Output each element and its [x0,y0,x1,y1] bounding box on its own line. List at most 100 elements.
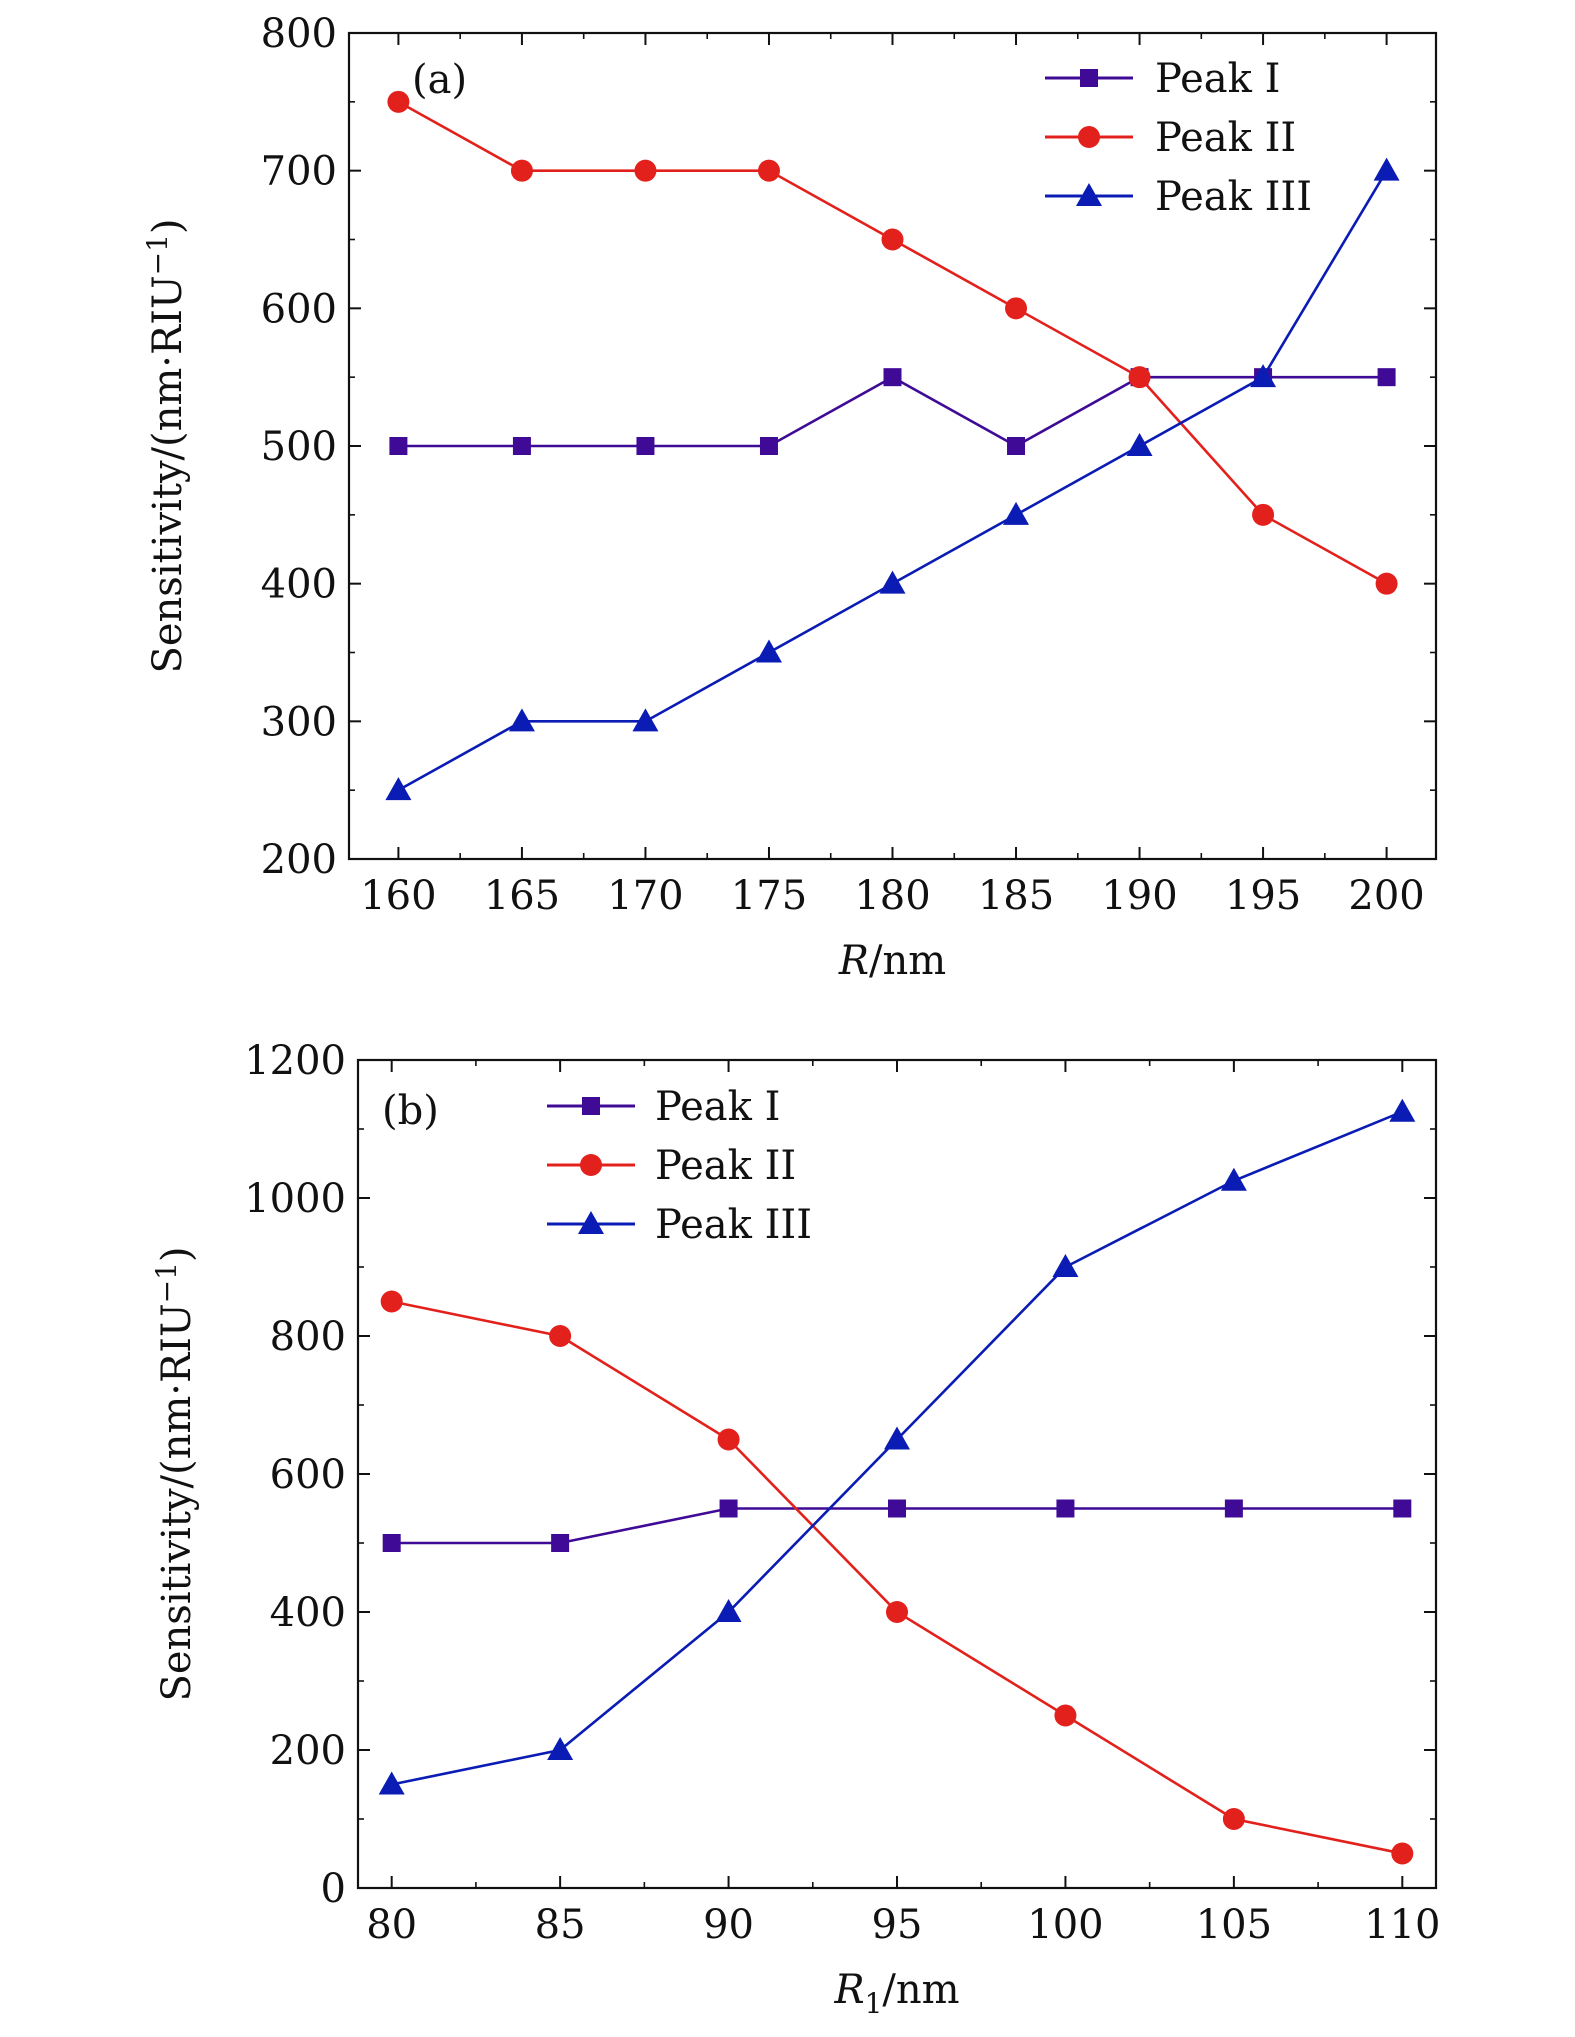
y-axis-title-exponent: −1 [150,1262,183,1303]
x-tick-label: 95 [872,1902,923,1948]
series-peak-i [389,368,1396,455]
x-tick-label: 170 [607,873,683,919]
data-point [1224,1499,1243,1518]
data-point [1375,572,1398,595]
plot-frame [356,1058,1438,1890]
series-line [398,375,1387,448]
panel-label: (a) [412,57,467,103]
data-point [508,708,535,732]
data-point [1250,364,1277,388]
legend-entry: Peak I [547,1084,780,1130]
series-peak-ii [380,1290,1414,1865]
y-tick-label: 800 [270,1314,346,1360]
legend-entry: Peak III [547,1202,812,1248]
legend-marker [1078,126,1100,148]
legend-entry: Peak II [1045,115,1296,161]
series-line [397,169,1388,792]
y-tick-label: 800 [261,11,337,57]
y-tick-label: 1000 [244,1176,346,1222]
data-point [634,159,657,182]
x-tick-label: 80 [366,1902,417,1948]
chart-panel-b: 80 85 90 95 100 105 110 0 200 400 600 800 1000 1200 R1… [150,1038,1440,2020]
legend-marker [580,1154,602,1176]
y-tick-label: 400 [270,1590,346,1636]
x-tick-label: 200 [1348,873,1424,919]
y-tick-label: 200 [261,837,337,883]
data-point [1391,1842,1414,1865]
data-point [632,708,659,732]
y-tick-label: 400 [261,562,337,608]
y-tick-label: 0 [321,1866,346,1912]
legend-marker [582,1097,600,1115]
x-axis-title-symbol: R [838,938,869,984]
data-point [719,1499,738,1518]
x-axis-title-unit: /nm [882,1967,959,2013]
x-tick-label: 90 [703,1902,754,1948]
legend-label: Peak II [655,1143,796,1189]
data-point [757,159,780,182]
data-point [883,368,902,387]
data-point [389,437,408,455]
data-point [1007,437,1026,455]
y-axis-title-main: Sensitivity/(nm·RIU [145,275,191,673]
y-axis-title-exponent: −1 [141,234,174,275]
series-peak-iii [385,157,1400,801]
y-tick-label: 700 [261,149,337,195]
x-tick-label: 85 [535,1902,586,1948]
data-point [879,570,906,594]
data-point [1222,1808,1245,1830]
data-point [549,1325,572,1347]
data-point [1377,368,1396,387]
x-tick-label: 175 [731,873,807,919]
panel-label: (b) [382,1088,439,1134]
legend-label: Peak III [1155,174,1312,220]
legend-marker [578,1211,604,1234]
data-point [385,777,412,801]
data-point [1128,366,1151,389]
data-point [888,1499,906,1518]
data-point [886,1601,908,1623]
y-tick-label: 300 [261,699,337,745]
data-point [1005,297,1028,320]
series-line [391,1300,1403,1855]
x-tick-label: 100 [1027,1902,1103,1948]
x-tick-label: 110 [1364,1902,1440,1948]
data-point [884,1426,910,1450]
y-tick-label: 500 [261,424,337,470]
legend-marker [1076,183,1102,206]
data-point [1389,1098,1416,1122]
legend-entry: Peak I [1045,56,1280,102]
legend-label: Peak II [1155,115,1296,161]
x-axis-title-symbol: R [833,1967,864,2013]
data-point [1052,1254,1079,1277]
x-tick-label: 105 [1196,1902,1272,1948]
data-point [1393,1499,1412,1518]
x-tick-label: 185 [978,873,1054,919]
x-tick-label: 195 [1225,873,1301,919]
series-peak-iii [378,1098,1416,1795]
data-point [378,1771,405,1795]
data-point [380,1290,403,1313]
y-axis-title-close: ) [154,1246,200,1262]
legend-marker [1080,69,1098,87]
data-point [1220,1167,1247,1191]
chart-panel-a: 160 165 170 175 180 185 190 195 200 200 300 400 500 6… [141,11,1438,984]
data-point [636,437,655,455]
x-axis-title: R1/nm [833,1967,959,2020]
y-axis-title: Sensitivity/(nm·RIU−1) [150,1246,200,1701]
legend-label: Peak I [655,1084,780,1130]
x-axis-title: R/nm [838,938,946,984]
data-point [1126,433,1153,456]
data-point [1056,1499,1075,1518]
data-point [881,228,904,251]
series-peak-i [382,1499,1412,1552]
y-axis-title-close: ) [145,218,191,234]
y-axis-title: Sensitivity/(nm·RIU−1) [141,218,191,673]
data-point [551,1534,570,1552]
x-axis-title-subscript: 1 [865,1987,883,2020]
data-point [715,1599,742,1622]
legend-label: Peak I [1155,56,1280,102]
data-point [1252,503,1275,526]
data-point [382,1534,401,1552]
